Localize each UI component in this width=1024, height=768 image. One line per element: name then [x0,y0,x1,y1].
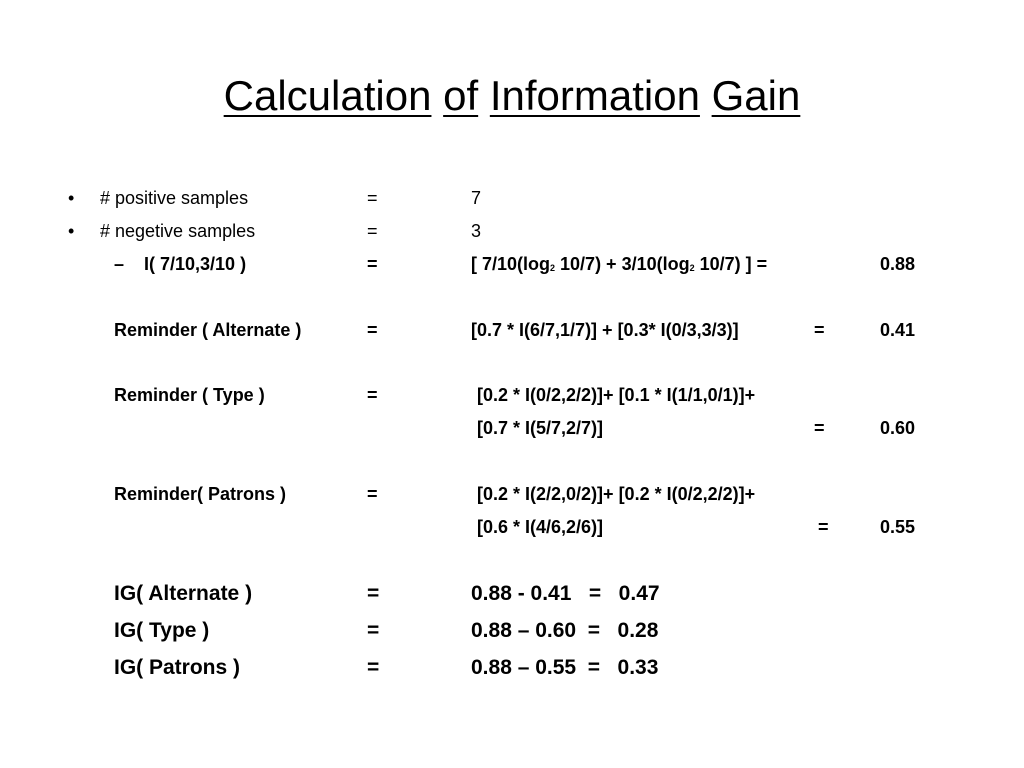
entropy-expression: [ 7/10(log2 10/7) + 3/10(log2 10/7) ] = [471,254,768,274]
positive-samples-value: 7 [471,188,482,208]
sub-item-marker: – [114,254,125,274]
reminder-patrons-expression-line1: [0.2 * I(2/2,0/2)]+ [0.2 * I(0/2,2/2)]+ [477,484,756,504]
equals-sign: = [367,656,380,679]
ig-alternate-label: IG( Alternate ) [114,582,253,605]
reminder-type-expression-line1: [0.2 * I(0/2,2/2)]+ [0.1 * I(1/1,0/1)]+ [477,385,756,405]
bullet-marker: • [68,188,75,208]
reminder-type-expression-line2: [0.7 * I(5/7,2/7)] [477,418,604,438]
ig-patrons-label: IG( Patrons ) [114,656,241,679]
equals-sign: = [367,188,378,208]
equals-sign: = [814,320,825,340]
ig-type-expression: 0.88 – 0.60 = 0.28 [471,619,659,642]
reminder-alternate-result: 0.41 [880,320,916,340]
reminder-alternate-label: Reminder ( Alternate ) [114,320,302,340]
positive-samples-label: # positive samples [100,188,249,208]
reminder-patrons-result: 0.55 [880,517,916,537]
bullet-marker: • [68,221,75,241]
equals-sign: = [367,582,380,605]
equals-sign: = [818,517,829,537]
reminder-type-label: Reminder ( Type ) [114,385,265,405]
equals-sign: = [367,619,380,642]
ig-alternate-expression: 0.88 - 0.41 = 0.47 [471,582,660,605]
reminder-type-result: 0.60 [880,418,916,438]
entropy-result: 0.88 [880,254,916,274]
reminder-patrons-label: Reminder( Patrons ) [114,484,287,504]
negative-samples-label: # negetive samples [100,221,256,241]
equals-sign: = [367,221,378,241]
equals-sign: = [367,254,378,274]
entropy-label: I( 7/10,3/10 ) [144,254,247,274]
title-word-calculation: Calculation [223,72,432,119]
slide-title: Calculation of Information Gain [0,68,1024,124]
equals-sign: = [367,484,378,504]
title-word-information: Information [489,72,700,119]
equals-sign: = [367,385,378,405]
title-word-of: of [443,72,479,119]
reminder-patrons-expression-line2: [0.6 * I(4/6,2/6)] [477,517,604,537]
reminder-alternate-expression: [0.7 * I(6/7,1/7)] + [0.3* I(0/3,3/3)] [471,320,739,340]
title-word-gain: Gain [711,72,801,119]
ig-type-label: IG( Type ) [114,619,210,642]
equals-sign: = [814,418,825,438]
equals-sign: = [367,320,378,340]
negative-samples-value: 3 [471,221,482,241]
ig-patrons-expression: 0.88 – 0.55 = 0.33 [471,656,659,679]
